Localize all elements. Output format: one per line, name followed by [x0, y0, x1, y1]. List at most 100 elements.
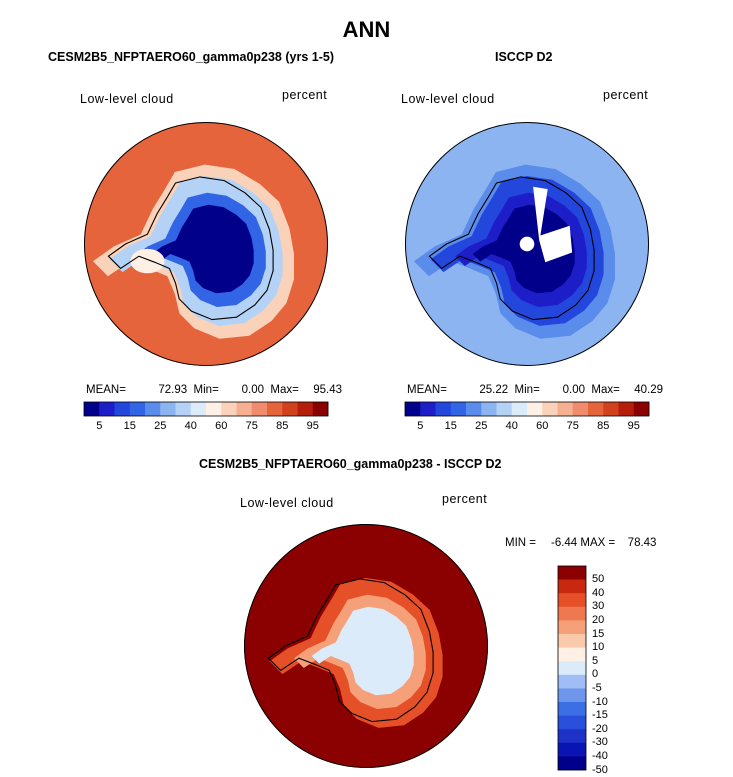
panel-model-variable: Low-level cloud: [80, 92, 174, 106]
colorbar-swatch: [282, 402, 298, 416]
coastline: [267, 578, 434, 723]
map-border: [244, 524, 488, 768]
colorbar-swatch: [496, 402, 513, 416]
colorbar-tick-label: 5: [592, 654, 599, 667]
colorbar-swatch: [99, 402, 115, 416]
colorbar-tick-label: 10: [592, 641, 605, 654]
stat-min-label: Min=: [193, 384, 219, 396]
colorbar-tick-label: 5: [417, 420, 424, 432]
colorbar-swatch: [558, 702, 586, 716]
panel-model-map: [84, 122, 328, 366]
colorbar-swatch: [557, 402, 574, 416]
colorbar-swatch: [558, 729, 586, 744]
panel-diff-variable: Low-level cloud: [240, 496, 334, 510]
colorbar-tick-label: 95: [306, 420, 319, 432]
colorbar-swatch: [190, 402, 207, 416]
figure-title: ANN: [342, 17, 391, 42]
colorbar-swatch: [588, 402, 604, 416]
colorbar-swatch: [558, 688, 586, 703]
colorbar-swatch: [618, 402, 635, 416]
colorbar-tick-label: -50: [592, 763, 608, 776]
colorbar-swatch: [175, 402, 192, 416]
map-border: [84, 122, 328, 366]
colorbar-swatch: [558, 566, 586, 580]
colorbar-swatch: [558, 715, 586, 730]
colorbar-tick-label: 50: [592, 573, 605, 586]
panel-model-colorbar-ticks: 5 15 25 40 60 75 85 95: [84, 420, 328, 434]
colorbar-tick-label: 95: [627, 420, 640, 432]
colorbar-frame: [404, 401, 650, 417]
colorbar-swatch: [603, 402, 619, 416]
colorbar-tick-label: 75: [566, 420, 579, 432]
stat-mean-value: 72.93: [158, 384, 188, 396]
colorbar-swatch: [84, 402, 100, 416]
stat-min-label: Min=: [514, 384, 540, 396]
colorbar-tick-label: 30: [592, 600, 605, 613]
colorbar-tick-label: 40: [592, 586, 605, 599]
colorbar-swatch: [251, 402, 268, 416]
colorbar-tick-label: 85: [276, 420, 289, 432]
colorbar-tick-label: 15: [444, 420, 457, 432]
colorbar-swatch: [206, 402, 222, 416]
stat-max-value: 78.43: [627, 537, 657, 549]
map-border: [405, 122, 649, 366]
colorbar-swatch: [633, 402, 650, 416]
stat-max-label: MAX =: [580, 537, 616, 549]
colorbar-swatch: [466, 402, 482, 416]
colorbar-tick-label: 0: [592, 668, 599, 681]
colorbar-swatch: [450, 402, 467, 416]
panel-model-stats: MEAN= 72.93 Min= 0.00 Max= 95.43: [86, 384, 342, 396]
panel-model-title: CESM2B5_NFPTAERO60_gamma0p238 (yrs 1-5): [48, 50, 334, 64]
colorbar-tick-label: 15: [123, 420, 136, 432]
colorbar-swatch: [542, 402, 558, 416]
colorbar-tick-label: 40: [184, 420, 197, 432]
panel-diff-units: percent: [442, 492, 488, 506]
colorbar-swatch: [558, 634, 586, 648]
colorbar-tick-label: 20: [592, 613, 605, 626]
colorbar-swatch: [558, 674, 586, 689]
colorbar-swatch: [558, 756, 586, 771]
panel-diff-map: [244, 524, 488, 768]
colorbar-swatch: [267, 402, 283, 416]
panel-model-units: percent: [282, 88, 328, 102]
colorbar-tick-label: -15: [592, 709, 608, 722]
colorbar-swatch: [527, 402, 543, 416]
panel-diff-colorbar-ticks: 50 40 30 20 15 10 5 0 -5 -10 -15 -20 -30 -40 -50: [592, 566, 632, 775]
panel-obs-title: ISCCP D2: [495, 50, 553, 64]
colorbar-swatch: [160, 402, 176, 416]
colorbar-tick-label: 25: [154, 420, 167, 432]
panel-diff-title: CESM2B5_NFPTAERO60_gamma0p238 - ISCCP D2: [199, 457, 502, 471]
panel-obs-colorbar: [404, 401, 650, 417]
peninsula-field: [130, 248, 165, 274]
colorbar-swatch: [481, 402, 497, 416]
coastline: [428, 176, 595, 321]
colorbar-tick-label: 85: [597, 420, 610, 432]
colorbar-swatch: [435, 402, 452, 416]
stat-max-label: Max=: [591, 384, 620, 396]
panel-obs-units: percent: [603, 88, 649, 102]
stat-min-value: 0.00: [562, 384, 585, 396]
missing-data-wedge: [533, 186, 573, 263]
colorbar-swatch: [558, 647, 586, 662]
colorbar-tick-label: 5: [96, 420, 103, 432]
stat-min-label: MIN =: [505, 537, 536, 549]
colorbar-tick-label: 40: [505, 420, 518, 432]
colorbar-swatch: [558, 620, 586, 635]
panel-model-colorbar: [83, 401, 329, 417]
interior-field: [151, 204, 254, 294]
panel-obs-stats: MEAN= 25.22 Min= 0.00 Max= 40.29: [407, 384, 663, 396]
panel-obs-map: [405, 122, 649, 366]
colorbar-swatch: [236, 402, 253, 416]
colorbar-swatch: [312, 402, 329, 416]
colorbar-tick-label: 60: [215, 420, 228, 432]
stat-min-value: 0.00: [241, 384, 264, 396]
colorbar-swatch: [558, 593, 586, 608]
missing-data-pole: [519, 236, 535, 252]
stat-max-value: 95.43: [313, 384, 343, 396]
colorbar-swatch: [558, 742, 586, 757]
stat-min-value: -6.44: [550, 537, 578, 549]
colorbar-tick-label: 75: [245, 420, 258, 432]
coastline: [107, 176, 274, 321]
colorbar-swatch: [405, 402, 421, 416]
colorbar-swatch: [511, 402, 528, 416]
